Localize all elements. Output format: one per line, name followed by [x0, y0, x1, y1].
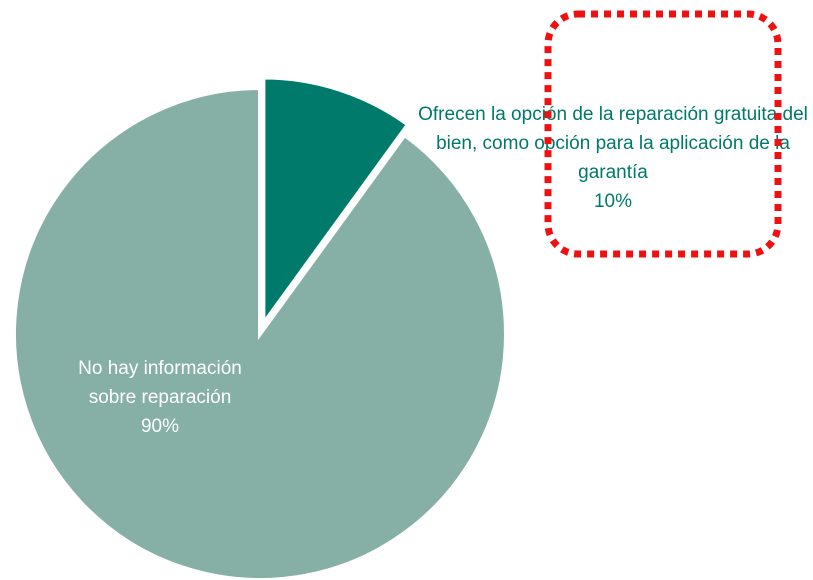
slice-label: No hay información sobre reparación 90%	[55, 354, 265, 441]
category-label: No hay información sobre reparación	[78, 358, 242, 408]
pie-slice	[261, 75, 411, 330]
value-label: 90%	[140, 416, 180, 437]
category-label: Ofrecen la opción de la reparación gratu…	[418, 104, 808, 183]
pie-slice	[12, 85, 508, 580]
value-label: 10%	[593, 191, 633, 212]
slice-label: Ofrecen la opción de la reparación gratu…	[418, 100, 808, 216]
